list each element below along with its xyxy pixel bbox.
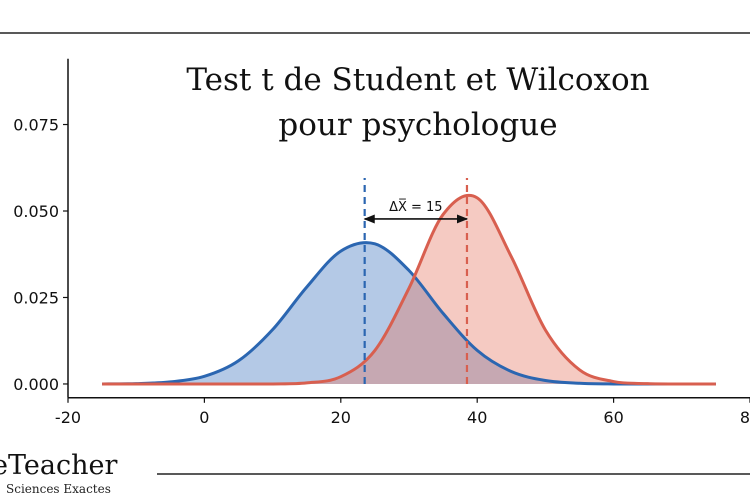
density-line — [102, 193, 716, 386]
density-line — [102, 241, 716, 386]
x-tick-label: 80 — [740, 408, 750, 427]
brand-tagline: Sciences Exactes — [6, 482, 111, 496]
brand-name: eTeacher — [0, 450, 117, 481]
y-tick-label: 0.075 — [13, 116, 59, 135]
y-tick-label: 0.050 — [13, 202, 59, 221]
x-tick-label: -20 — [55, 408, 81, 427]
y-tick-label: 0.000 — [13, 375, 59, 394]
difference-label: ΔX̅ = 15 — [389, 199, 443, 215]
x-tick-label: 40 — [467, 408, 487, 427]
x-tick-label: 0 — [199, 408, 209, 427]
y-tick-label: 0.025 — [13, 288, 59, 307]
chart-title: pour psychologue — [278, 107, 557, 143]
x-tick-label: 20 — [331, 408, 351, 427]
chart-title: Test t de Student et Wilcoxon — [186, 62, 649, 98]
x-tick-label: 60 — [603, 408, 623, 427]
plot-area: 0.000 0.025 0.050 0.075 -20 0 20 40 60 80 ΔX̅ = 15 — [13, 58, 750, 427]
